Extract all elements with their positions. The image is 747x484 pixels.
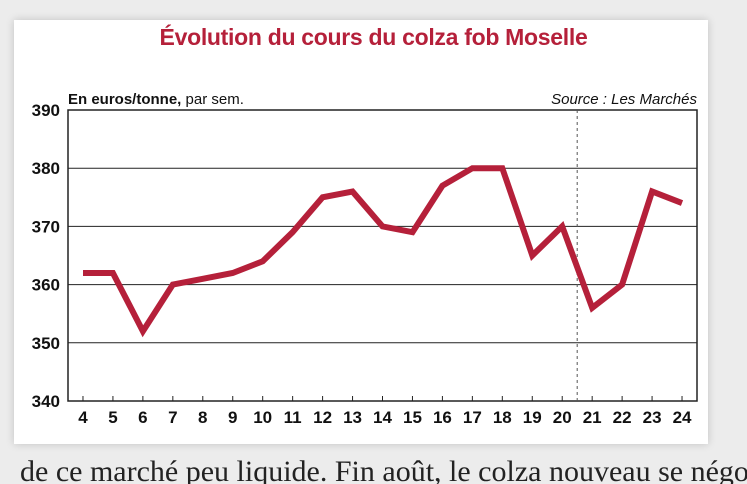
- unit-label: En euros/tonne, par sem.: [68, 91, 244, 108]
- chart-grid: [67, 109, 698, 402]
- y-tick-label-340: 340: [32, 392, 60, 411]
- article-text-line: de ce marché peu liquide. Fin août, le c…: [20, 455, 747, 484]
- x-tick-label-12: 12: [313, 408, 332, 427]
- x-tick-label-23: 23: [643, 408, 662, 427]
- x-tick-label-8: 8: [198, 408, 207, 427]
- y-tick-label-360: 360: [32, 276, 60, 295]
- y-tick-label-380: 380: [32, 159, 60, 178]
- y-tick-label-370: 370: [32, 217, 60, 236]
- chart-title: Évolution du cours du colza fob Moselle: [159, 24, 588, 50]
- x-tick-label-15: 15: [403, 408, 422, 427]
- unit-label-bold: En euros/tonne,: [68, 91, 181, 108]
- x-tick-label-4: 4: [78, 408, 88, 427]
- line-chart: 340 350 360 370 380 390 4 5 6 7 8 9 10 11 12 13 14 15 16 1…: [32, 91, 698, 427]
- x-tick-label-10: 10: [253, 408, 272, 427]
- x-tick-label-6: 6: [138, 408, 147, 427]
- price-series-line: [83, 165, 684, 338]
- unit-label-rest: par sem.: [181, 91, 244, 108]
- x-axis-ticks: 4 5 6 7 8 9 10 11 12 13 14 15 16 17 18 19 20 21 22 23 24: [78, 396, 692, 427]
- x-tick-label-22: 22: [613, 408, 632, 427]
- x-tick-label-19: 19: [523, 408, 542, 427]
- x-tick-label-14: 14: [373, 408, 392, 427]
- x-tick-label-7: 7: [168, 408, 177, 427]
- x-tick-label-21: 21: [583, 408, 602, 427]
- x-tick-label-17: 17: [463, 408, 482, 427]
- x-tick-label-13: 13: [343, 408, 362, 427]
- y-axis-ticks: 340 350 360 370 380 390: [32, 101, 60, 411]
- x-tick-label-11: 11: [284, 408, 302, 427]
- x-tick-label-5: 5: [108, 408, 117, 427]
- x-tick-label-20: 20: [553, 408, 572, 427]
- y-tick-label-390: 390: [32, 101, 60, 120]
- x-tick-label-18: 18: [493, 408, 512, 427]
- plot-frame: [67, 109, 698, 402]
- x-tick-label-24: 24: [673, 408, 692, 427]
- source-label: Source : Les Marchés: [551, 91, 697, 108]
- x-tick-label-9: 9: [228, 408, 237, 427]
- y-tick-label-350: 350: [32, 334, 60, 353]
- x-tick-label-16: 16: [433, 408, 452, 427]
- chart-card: [14, 20, 708, 444]
